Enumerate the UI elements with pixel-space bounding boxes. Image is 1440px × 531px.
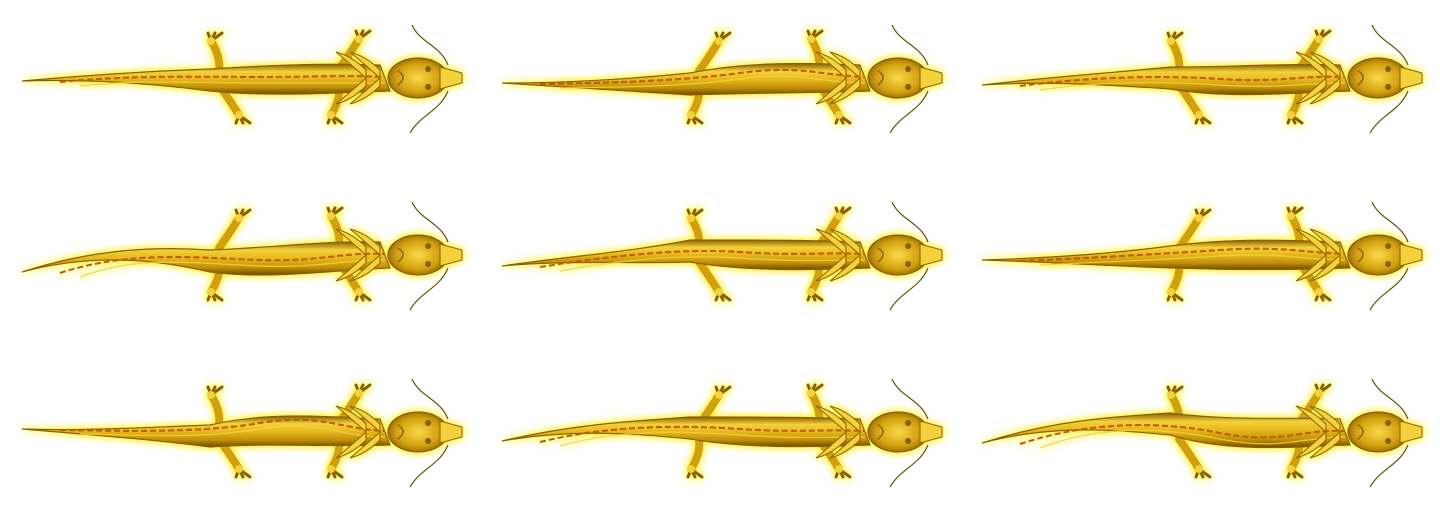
dragon-head — [1347, 234, 1423, 276]
right-eye — [1385, 261, 1391, 267]
dragon — [981, 383, 1423, 479]
front-right-leg — [686, 435, 704, 479]
dragon-mane — [1295, 228, 1341, 282]
sprite-frame-9 — [960, 354, 1440, 531]
dragon-spine — [539, 249, 866, 268]
dragon-whiskers — [889, 24, 929, 134]
sprite-frame-5 — [480, 177, 960, 354]
dragon-body — [981, 412, 1351, 449]
left-eye — [425, 243, 431, 249]
dragon-whiskers — [1369, 201, 1409, 311]
right-eye — [1385, 438, 1391, 444]
dragon-head — [1347, 57, 1423, 99]
right-eye — [425, 438, 431, 444]
dragon-head — [387, 411, 463, 453]
left-eye — [905, 243, 911, 249]
left-eye — [905, 66, 911, 72]
dragon-whiskers — [1369, 378, 1409, 488]
dragon-head — [867, 234, 943, 276]
dragon-mane — [815, 51, 861, 105]
dragon-mane — [815, 228, 861, 282]
sprite-frame-4 — [0, 177, 480, 354]
left-eye — [425, 66, 431, 72]
dragon-spine — [1019, 247, 1346, 262]
left-eye — [1385, 420, 1391, 426]
dragon-whiskers — [409, 24, 449, 134]
front-left-leg — [1166, 31, 1184, 75]
dragon — [981, 206, 1423, 302]
dragon — [501, 383, 943, 479]
dragon-body — [21, 415, 391, 448]
dragon-whiskers — [409, 201, 449, 311]
dragon-head — [867, 57, 943, 99]
dragon-spine — [59, 75, 386, 83]
dragon-body — [981, 63, 1351, 96]
dragon-mane — [1295, 51, 1341, 105]
right-eye — [425, 261, 431, 267]
front-left-leg — [695, 31, 732, 75]
sprite-frame-8 — [480, 354, 960, 531]
dragon-spine — [1019, 75, 1346, 87]
dragon-spine — [539, 68, 866, 85]
dragon — [501, 206, 943, 302]
sprite-frame-6 — [960, 177, 1440, 354]
left-eye — [1385, 243, 1391, 249]
sprite-frame-7 — [0, 354, 480, 531]
dragon-mane — [335, 51, 381, 105]
right-eye — [905, 438, 911, 444]
dragon-head — [1347, 411, 1423, 453]
left-eye — [425, 420, 431, 426]
dragon-whiskers — [1369, 24, 1409, 134]
left-eye — [905, 420, 911, 426]
dragon — [21, 383, 463, 479]
front-right-leg — [695, 258, 732, 302]
dragon-body — [21, 63, 391, 95]
dragon-mane — [335, 228, 381, 282]
rear-left-leg — [326, 206, 344, 250]
right-eye — [425, 84, 431, 90]
left-eye — [1385, 66, 1391, 72]
dragon — [21, 29, 463, 125]
dragon-whiskers — [409, 378, 449, 488]
front-left-leg — [206, 31, 224, 75]
dragon-head — [867, 411, 943, 453]
dragon-spine — [59, 418, 386, 432]
dragon-mane — [815, 405, 861, 459]
dragon-whiskers — [889, 201, 929, 311]
dragon-whiskers — [889, 378, 929, 488]
dragon-spine — [1019, 424, 1346, 445]
front-right-leg — [1175, 435, 1212, 479]
dragon-spine — [539, 425, 866, 443]
dragon-mane — [335, 405, 381, 459]
sprite-frame-1 — [0, 0, 480, 177]
right-eye — [1385, 84, 1391, 90]
right-eye — [905, 84, 911, 90]
front-left-leg — [206, 385, 224, 429]
dragon-head — [387, 234, 463, 276]
dragon-head — [387, 57, 463, 99]
right-eye — [905, 261, 911, 267]
dragon-spine — [59, 252, 386, 274]
dragon — [21, 206, 463, 302]
dragon — [501, 29, 943, 125]
sprite-frame-3 — [960, 0, 1440, 177]
sprite-frame-2 — [480, 0, 960, 177]
dragon-body — [501, 239, 871, 271]
dragon — [981, 29, 1423, 125]
dragon-mane — [1295, 405, 1341, 459]
front-left-leg — [215, 208, 252, 252]
dragon-body — [981, 239, 1351, 271]
